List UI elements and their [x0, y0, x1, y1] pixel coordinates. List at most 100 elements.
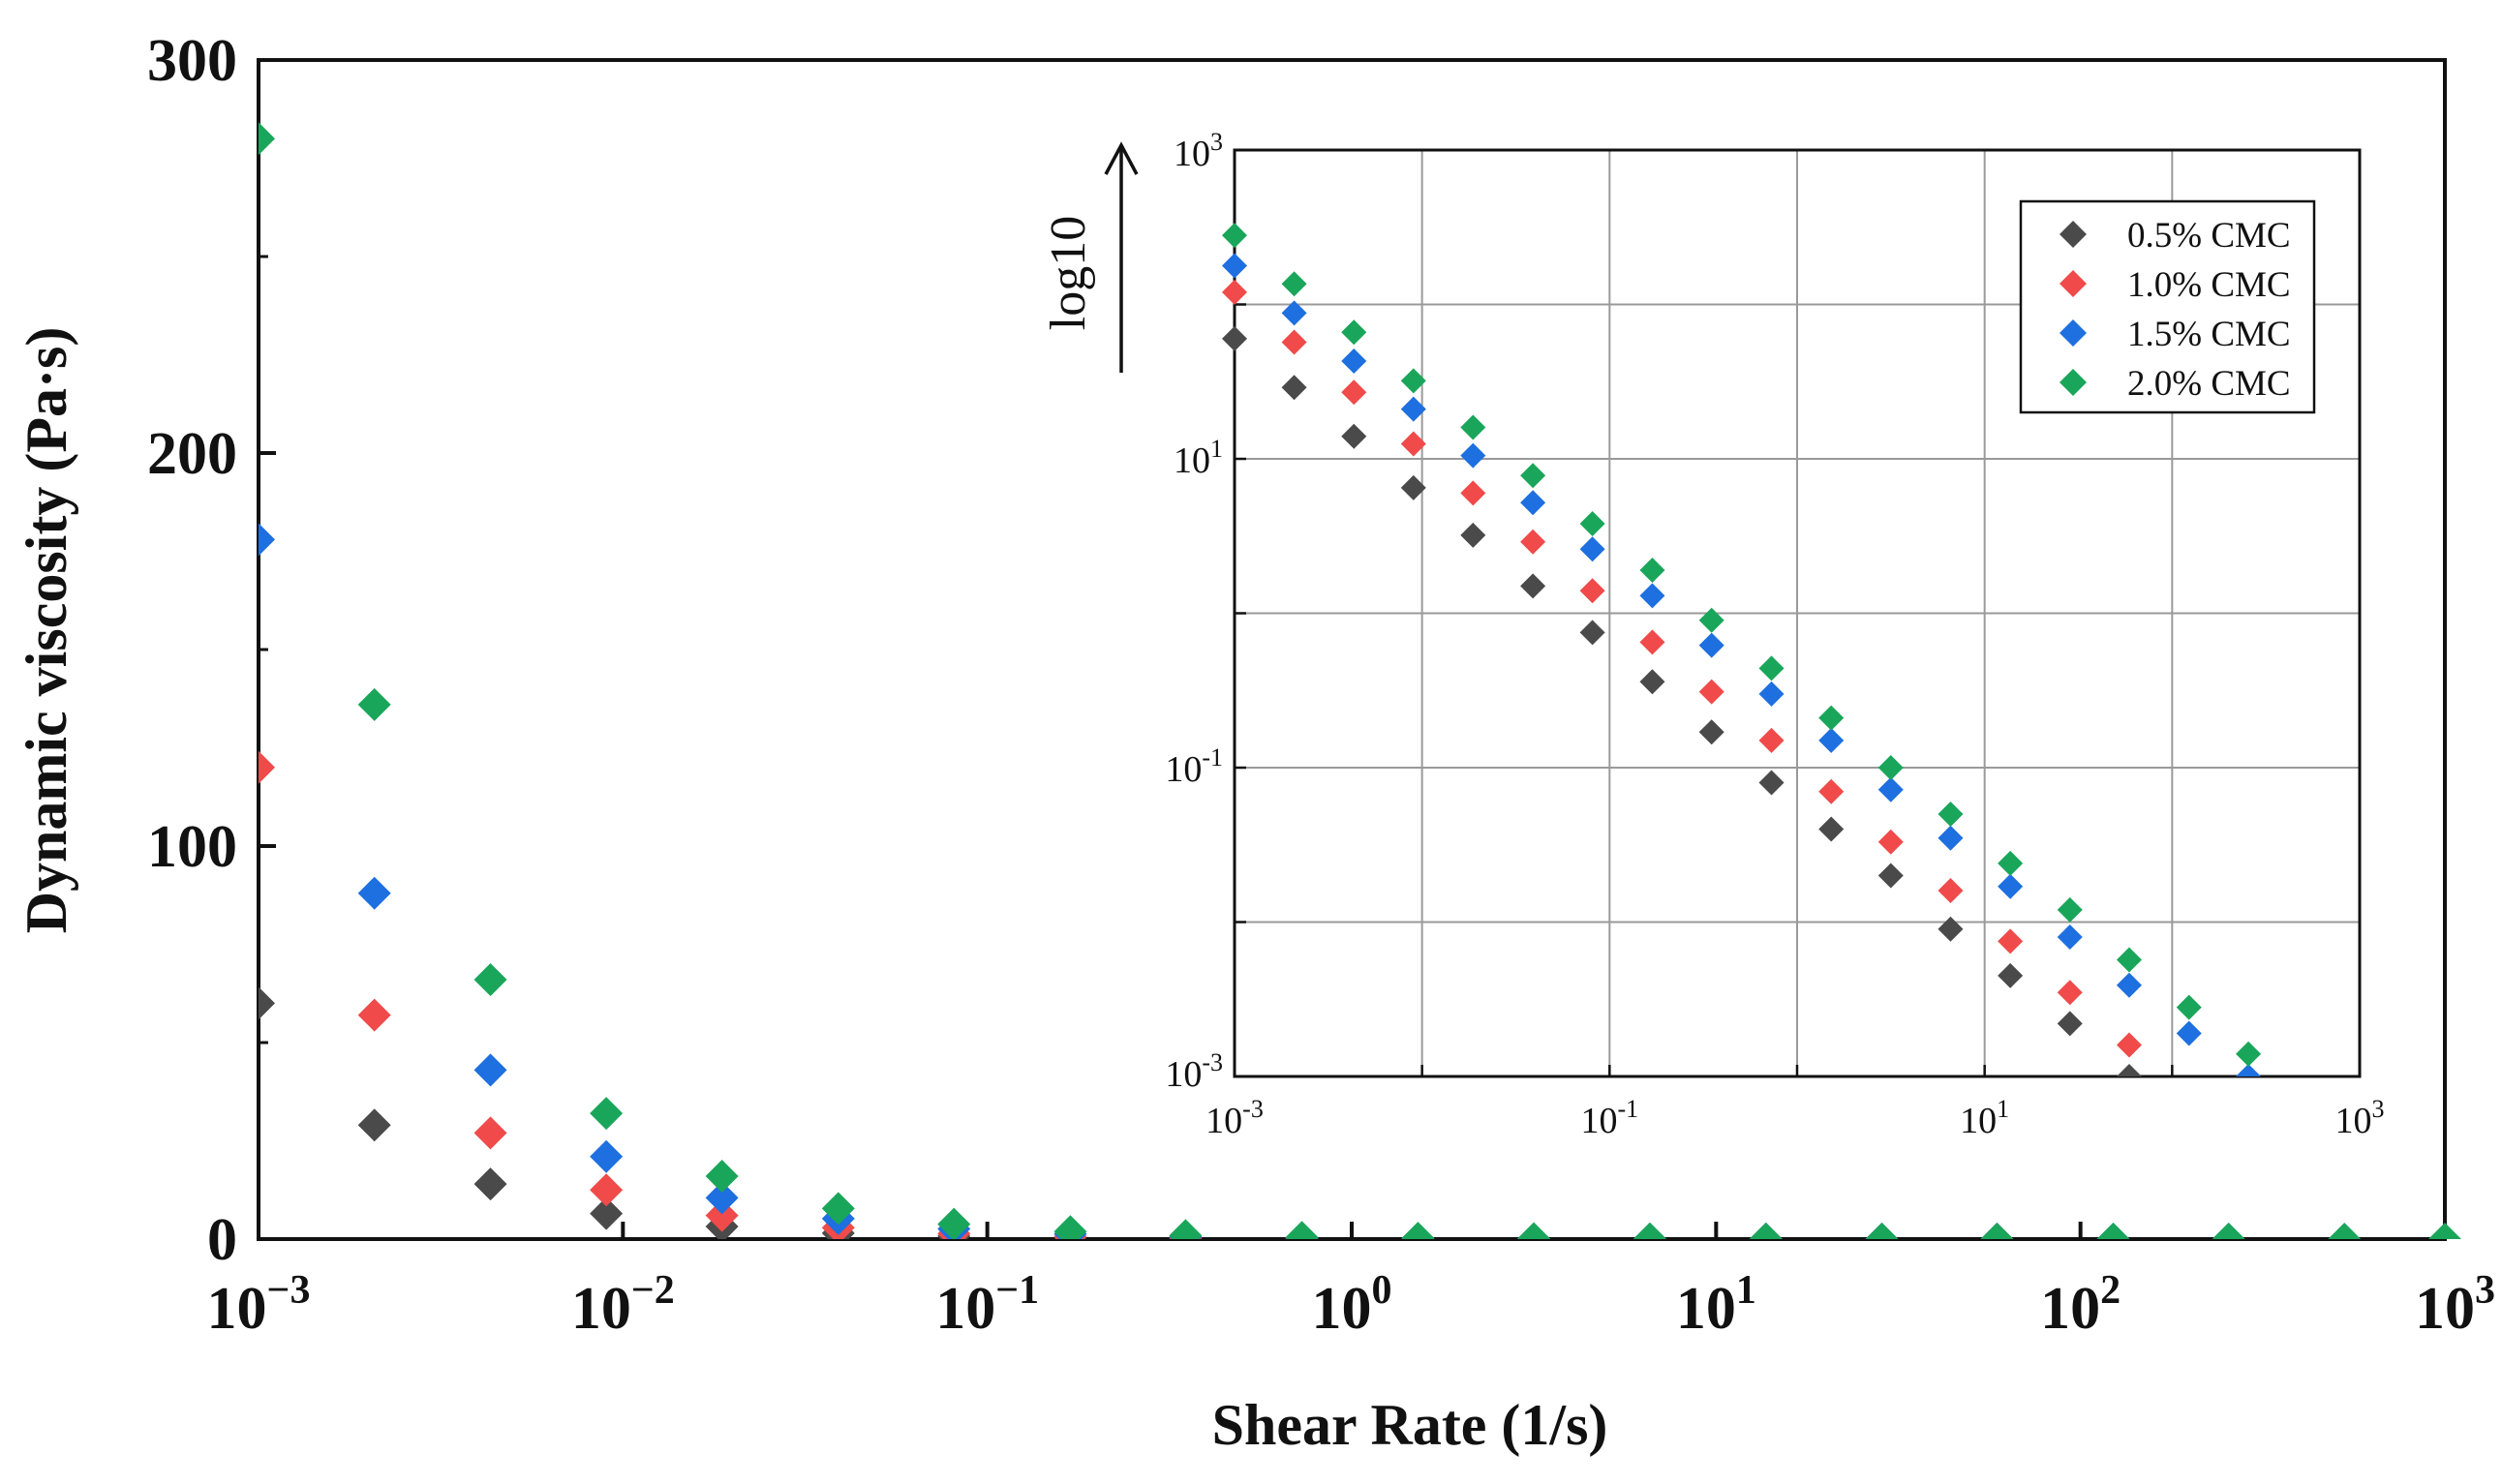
data-point [357, 876, 391, 910]
inset-log10-annotation: log10 [1041, 216, 1096, 330]
data-point [590, 1139, 624, 1173]
inset-data-point [1698, 607, 1724, 633]
data-point [705, 1198, 739, 1232]
inset-data-point [1281, 300, 1307, 326]
data-point [1401, 1222, 1435, 1239]
inset-data-point [1938, 825, 1964, 851]
inset-data-point [1639, 629, 1665, 655]
inset-data-point [1758, 770, 1785, 796]
data-point [473, 1116, 507, 1150]
inset-data-point [1877, 755, 1904, 780]
data-point [705, 1160, 739, 1194]
data-point [357, 998, 391, 1032]
inset-y-tick-label: 103 [1174, 128, 1223, 174]
inset-series-1-0-cmc [1222, 279, 2142, 1058]
data-point [473, 1053, 507, 1087]
inset-y-tick-label: 10-1 [1165, 743, 1223, 790]
inset-data-point [1400, 396, 1426, 422]
inset-data-point [1579, 578, 1605, 604]
inset-data-point [1400, 474, 1426, 500]
inset-data-point [1998, 962, 2024, 988]
data-point [357, 687, 391, 721]
inset-x-tick-label: 10-3 [1205, 1095, 1264, 1141]
inset-y-tick-label: 10-3 [1165, 1048, 1223, 1095]
data-point [1632, 1222, 1666, 1239]
inset-data-point [1639, 583, 1665, 609]
inset-data-point [1758, 655, 1785, 681]
inset-data-point [2057, 1011, 2083, 1037]
inset-data-point [1698, 632, 1724, 658]
inset-series-2-0-cmc [1222, 223, 2262, 1067]
data-point [1285, 1221, 1319, 1239]
inset-data-point [1341, 348, 1367, 374]
legend-marker [2060, 369, 2087, 396]
inset-data-point [2116, 947, 2142, 973]
x-tick-label: 10−3 [207, 1268, 311, 1342]
inset-points [1222, 223, 2262, 1076]
x-tick-label: 101 [1676, 1268, 1756, 1342]
inset-data-point [1341, 319, 1367, 346]
data-point [259, 523, 275, 557]
data-point [705, 1181, 739, 1215]
data-point [1053, 1215, 1087, 1239]
inset-data-point [1579, 620, 1605, 646]
data-point [1169, 1219, 1203, 1239]
inset-legend: 0.5% CMC 1.0% CMC 1.5% CMC 2.0% CMC [2019, 199, 2316, 414]
inset-plot: 10-3 10-1 101 103 103 101 10-1 10-3 log10 0.5% CM… [1041, 128, 2385, 1141]
inset-data-point [1938, 877, 1964, 903]
inset-x-tick-label: 10-1 [1580, 1095, 1638, 1141]
inset-annotation-arrow-head [1104, 141, 1139, 175]
inset-data-point [1998, 873, 2024, 899]
y-tick-label: 300 [147, 28, 237, 94]
inset-data-point [2116, 1064, 2142, 1076]
inset-data-point [1579, 536, 1605, 562]
x-tick-label: 102 [2040, 1268, 2121, 1342]
inset-data-point [1460, 414, 1486, 440]
inset-data-point [1639, 669, 1665, 695]
legend-marker [2060, 270, 2087, 297]
inset-data-point [1281, 271, 1307, 297]
inset-data-point [1520, 463, 1546, 489]
data-point [259, 750, 275, 784]
y-tick-label: 100 [147, 814, 237, 880]
inset-data-point [2057, 896, 2083, 923]
x-tick-label: 10−1 [935, 1268, 1039, 1342]
inset-data-point [1222, 253, 1247, 279]
legend-label: 1.5% CMC [2127, 315, 2291, 354]
inset-data-point [1698, 719, 1724, 745]
data-point [590, 1196, 624, 1230]
x-tick-label: 100 [1312, 1268, 1392, 1342]
data-point [2212, 1222, 2245, 1239]
legend-label: 0.5% CMC [2127, 216, 2291, 256]
inset-data-point [1818, 705, 1845, 731]
legend-label: 2.0% CMC [2127, 364, 2291, 404]
inset-data-point [1818, 727, 1845, 753]
main-plot: 0 100 200 300 10−3 10−2 10−1 100 101 102 103 Shear … [15, 28, 2495, 1457]
inset-data-point [1460, 522, 1486, 548]
inset-data-point [1460, 442, 1486, 469]
inset-data-point [1222, 325, 1247, 351]
data-point [1517, 1222, 1551, 1239]
main-points [259, 122, 2461, 1239]
inset-data-point [2116, 972, 2142, 998]
inset-data-point [1938, 802, 1964, 828]
inset-data-point [2057, 980, 2083, 1006]
data-point [590, 1173, 624, 1207]
data-point [937, 1207, 971, 1239]
inset-data-point [1758, 727, 1785, 753]
data-point [259, 986, 275, 1020]
x-tick-label: 10−2 [571, 1268, 675, 1342]
inset-data-point [1222, 279, 1247, 305]
inset-data-point [1520, 529, 1546, 555]
data-point [1980, 1222, 2014, 1239]
inset-data-point [1460, 480, 1486, 506]
data-point [1749, 1222, 1783, 1239]
inset-data-point [1400, 431, 1426, 457]
inset-data-point [1222, 223, 1247, 249]
inset-data-point [1877, 863, 1904, 889]
inset-data-point [1579, 511, 1605, 537]
x-axis-title: Shear Rate (1/s) [1212, 1393, 1608, 1457]
inset-data-point [2057, 924, 2083, 950]
inset-data-point [2116, 1032, 2142, 1058]
